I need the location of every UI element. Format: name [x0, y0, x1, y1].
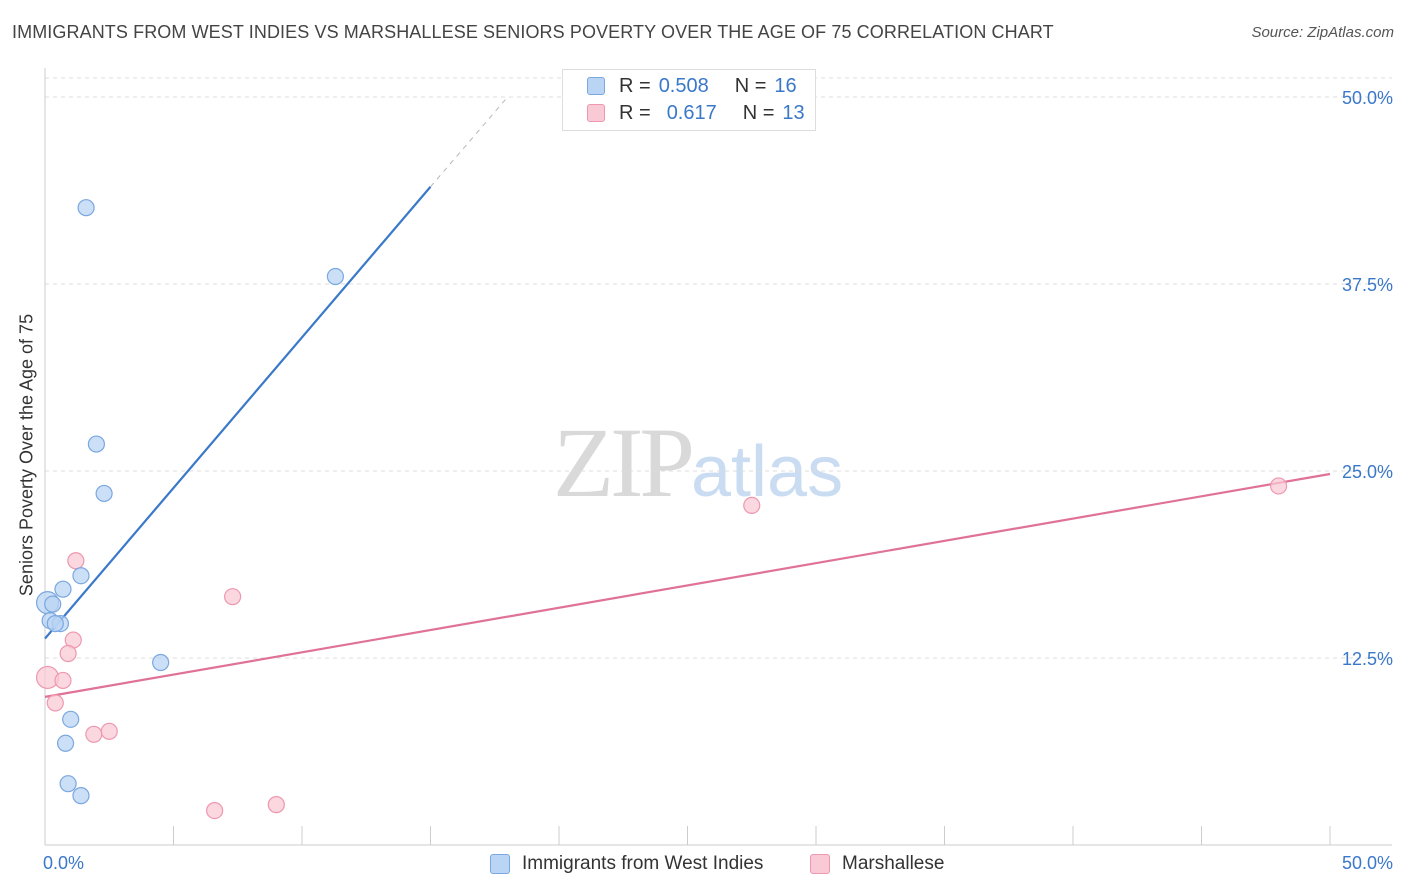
legend-n-label: N = [734, 74, 767, 97]
trend-line-west-indies [44, 186, 432, 640]
data-point-marshallese [100, 722, 118, 740]
axis-layer [44, 68, 1392, 846]
legend-swatch-pink [587, 104, 605, 122]
legend-r-value: 0.508 [658, 74, 709, 97]
data-point-marshallese [206, 801, 224, 820]
y-tick-label: 25.0% [1342, 462, 1393, 482]
data-point-west-indies [46, 614, 64, 633]
data-point-west-indies [72, 567, 90, 585]
data-point-west-indies [56, 734, 75, 752]
data-point-marshallese [59, 644, 77, 663]
legend-row-marshallese: R = 0.617 N = 13 [587, 101, 805, 125]
trend-layer [44, 96, 1331, 698]
data-point-marshallese [1269, 477, 1288, 495]
data-point-west-indies [326, 267, 345, 286]
data-point-west-indies [95, 484, 113, 503]
data-point-west-indies [54, 580, 72, 598]
watermark-atlas: atlas [691, 432, 844, 512]
data-point-marshallese [224, 588, 242, 606]
bottom-legend-label-west-indies: Immigrants from West Indies [522, 853, 764, 874]
data-point-west-indies [87, 435, 106, 453]
data-point-west-indies [77, 199, 95, 217]
correlation-legend: R = 0.508 N = 16 R = 0.617 N = 13 [562, 69, 816, 131]
y-tick-label: 12.5% [1342, 649, 1393, 669]
data-point-west-indies [152, 653, 170, 672]
trend-extension-west-indies [430, 96, 508, 188]
data-point-marshallese [54, 671, 72, 690]
grid-layer [45, 77, 1392, 659]
y-tick-label: 50.0% [1342, 88, 1393, 108]
legend-n-value: 16 [774, 74, 797, 97]
data-point-marshallese [743, 496, 761, 515]
legend-n-label: N = [742, 101, 775, 124]
data-point-west-indies [62, 710, 80, 728]
x-tick-label: 50.0% [1342, 853, 1393, 873]
data-point-west-indies [72, 787, 90, 805]
legend-row-west-indies: R = 0.508 N = 16 [587, 74, 797, 98]
watermark: ZIPatlas [553, 405, 843, 520]
bottom-legend-label-marshallese: Marshallese [842, 853, 945, 874]
data-point-marshallese [46, 694, 64, 712]
bottom-legend-swatch-pink [810, 854, 830, 874]
y-tick-label: 37.5% [1342, 275, 1393, 295]
data-point-west-indies [59, 775, 77, 793]
legend-r-label: R = [619, 74, 651, 97]
data-point-marshallese [67, 552, 85, 570]
data-point-west-indies [44, 595, 62, 613]
data-point-marshallese [85, 725, 103, 743]
bottom-legend-swatch-blue [490, 854, 510, 874]
chart-source: Source: ZipAtlas.com [1251, 24, 1394, 41]
bottom-legend-west-indies: Immigrants from West Indies [490, 851, 763, 877]
legend-n-value: 13 [782, 101, 805, 124]
trend-line-marshallese [44, 472, 1331, 698]
chart-title: IMMIGRANTS FROM WEST INDIES VS MARSHALLE… [12, 22, 1054, 42]
point-layer [35, 199, 1288, 820]
data-point-marshallese [267, 796, 285, 814]
watermark-zip: ZIP [553, 407, 695, 518]
legend-r-value: 0.617 [666, 101, 717, 124]
legend-swatch-blue [587, 77, 605, 95]
x-tick-label: 0.0% [43, 853, 84, 873]
bottom-legend-marshallese: Marshallese [810, 851, 944, 877]
y-axis-title: Seniors Poverty Over the Age of 75 [16, 313, 37, 597]
label-layer: 12.5% 25.0% 37.5% 50.0% 0.0% 50.0% [43, 88, 1393, 873]
legend-r-label: R = [619, 101, 651, 124]
